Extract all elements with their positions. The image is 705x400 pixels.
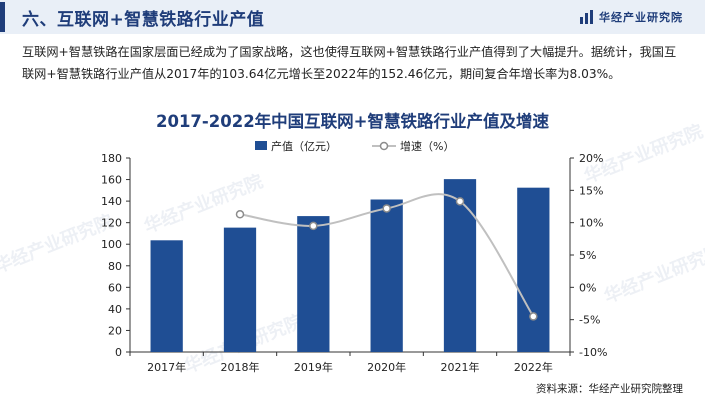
section-header: 六、互联网+智慧铁路行业产值 华经产业研究院 <box>0 0 705 34</box>
header-accent-bar <box>0 2 5 32</box>
y-right-tick-label: 10% <box>579 217 603 230</box>
x-tick-label: 2018年 <box>221 360 260 374</box>
growth-point-2019年 <box>309 221 318 231</box>
y-left-tick-label: 40 <box>108 303 122 316</box>
legend-label-line: 增速（%） <box>400 139 454 153</box>
y-right-tick-label: 0% <box>579 281 596 294</box>
y-right-tick-label: -10% <box>579 346 607 359</box>
chart-title: 2017-2022年中国互联网+智慧铁路行业产值及增速 <box>155 112 550 131</box>
x-tick-label: 2017年 <box>147 360 186 374</box>
y-right-tick-label: 5% <box>579 249 596 262</box>
y-right-tick-label: -5% <box>579 314 600 327</box>
y-left-tick-label: 80 <box>108 260 122 273</box>
x-tick-label: 2019年 <box>294 360 333 374</box>
y-left-tick-label: 20 <box>108 324 122 337</box>
x-tick-label: 2020年 <box>367 360 406 374</box>
y-right-tick-label: 20% <box>579 152 603 165</box>
bar-2021年 <box>443 179 477 352</box>
legend-swatch-bar <box>255 141 267 150</box>
bar-2017年 <box>150 240 183 352</box>
growth-point-2020年 <box>382 204 391 213</box>
bar-2020年 <box>370 199 403 352</box>
brand-logo-icon <box>580 10 593 24</box>
y-left-tick-label: 100 <box>101 238 122 251</box>
growth-point-2018年 <box>235 210 245 219</box>
y-left-tick-label: 180 <box>101 152 122 165</box>
y-left-tick-label: 160 <box>101 174 122 187</box>
legend-marker-line <box>379 141 389 151</box>
x-tick-label: 2022年 <box>514 360 553 374</box>
growth-point-2021年 <box>455 197 465 206</box>
brand-name: 华经产业研究院 <box>599 11 683 24</box>
intro-paragraph: 互联网+智慧铁路在国家层面已经成为了国家战略，这也使得互联网+智慧铁路行业产值得… <box>22 45 677 81</box>
source-note: 资料来源：华经产业研究院整理 <box>536 383 683 395</box>
y-right-tick-label: 15% <box>579 184 603 197</box>
y-left-tick-label: 140 <box>101 195 122 208</box>
y-left-tick-label: 120 <box>101 217 122 230</box>
bar-2018年 <box>223 227 257 352</box>
section-title: 六、互联网+智慧铁路行业产值 <box>22 10 265 30</box>
x-tick-label: 2021年 <box>441 360 480 374</box>
bar-2022年 <box>517 187 550 352</box>
y-left-tick-label: 0 <box>115 346 122 359</box>
y-left-tick-label: 60 <box>108 281 122 294</box>
growth-point-2022年 <box>529 312 538 321</box>
legend-label-bar: 产值（亿元） <box>271 139 337 153</box>
brand: 华经产业研究院 <box>580 9 683 25</box>
growth-line <box>239 193 535 317</box>
bar-2019年 <box>297 216 330 352</box>
